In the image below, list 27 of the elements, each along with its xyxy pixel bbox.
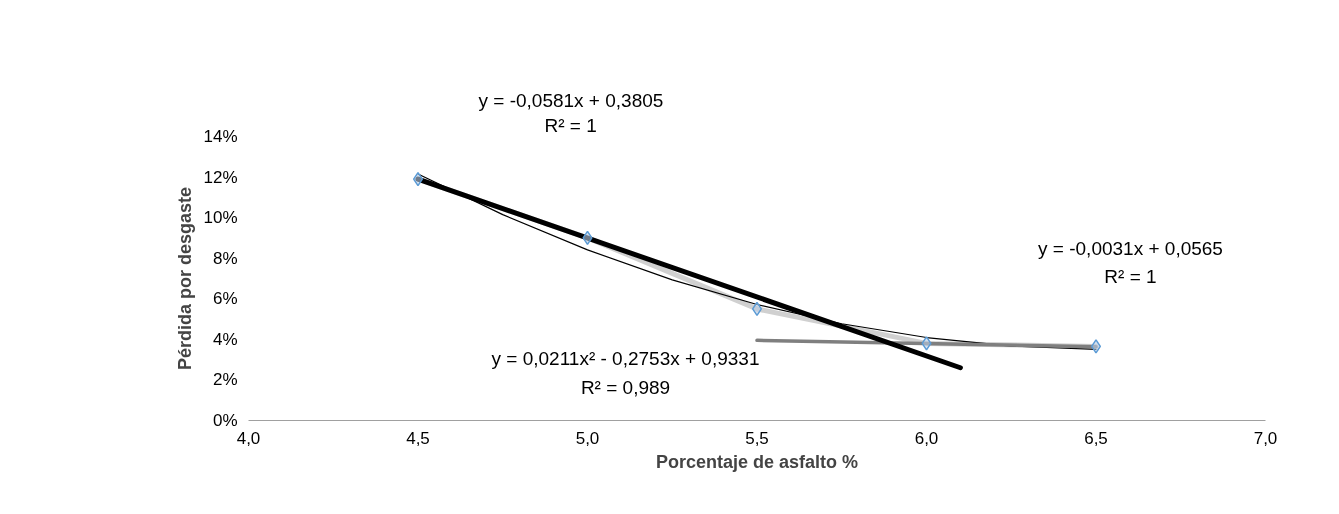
y-tick-label: 4%	[212, 329, 238, 349]
text: y = -0,0581x + 0,3805	[478, 89, 664, 111]
x-tick-label: 4,0	[236, 428, 261, 448]
y-tick-label: 14%	[203, 127, 238, 146]
y-tick-label: 8%	[212, 248, 238, 268]
y-tick-label: 12%	[203, 167, 238, 187]
annotation: R² = 1	[1104, 266, 1157, 287]
point	[921, 336, 932, 351]
annotation: R² = 0,989	[580, 377, 671, 398]
x-tick-label: 7,0	[1253, 428, 1278, 448]
point	[751, 301, 763, 317]
y-tick-label: 0%	[212, 411, 238, 430]
y-tick-label: 6%	[212, 289, 238, 309]
x-tick-label: 4,5	[406, 428, 430, 448]
y-tick-label: 10%	[203, 208, 238, 228]
x-tick-label: 5,5	[745, 428, 769, 448]
x-tick-label: 5,0	[575, 428, 600, 448]
x-axis-title: Porcentaje de asfalto %	[655, 451, 859, 472]
annotation: y = 0,0211x² - 0,2753x + 0,9331	[491, 348, 760, 369]
x-tick-label: 6,0	[914, 428, 939, 448]
point	[1090, 339, 1102, 354]
text: R² = 1	[544, 114, 597, 136]
x-tick-label: 6,5	[1084, 428, 1108, 448]
point	[412, 171, 424, 187]
y-axis-title: Pérdida por desgaste	[175, 186, 196, 371]
y-tick-label: 2%	[212, 370, 238, 390]
annotation: y = -0,0031x + 0,0565	[1038, 238, 1223, 259]
